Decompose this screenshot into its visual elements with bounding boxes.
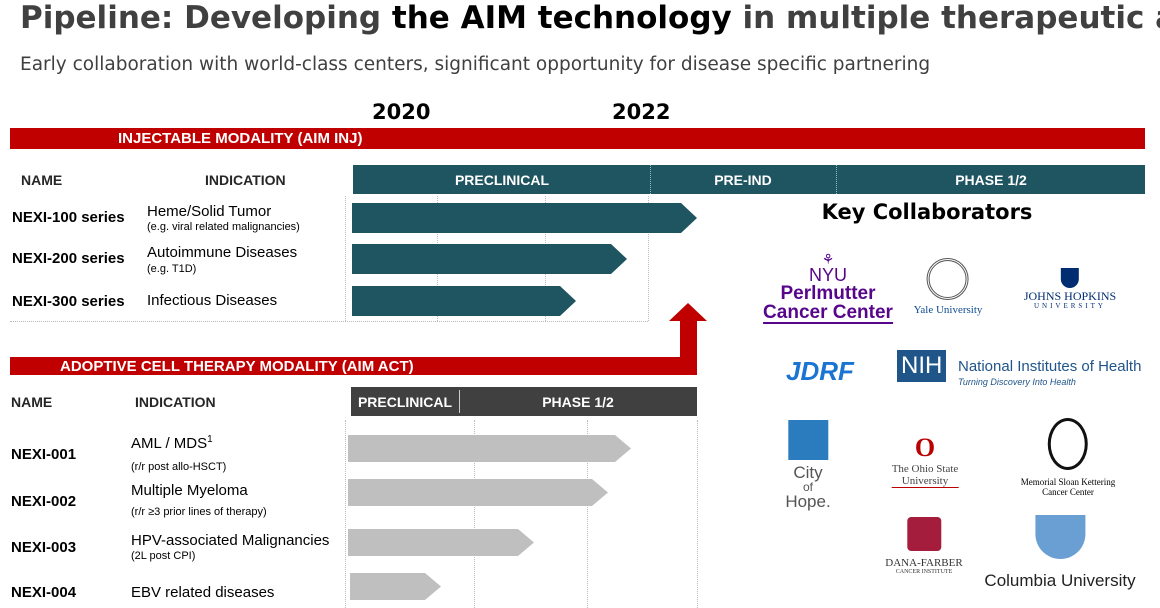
indication: AML / MDS1	[131, 434, 213, 452]
grid	[587, 420, 588, 608]
indication: HPV-associated Malignancies	[131, 532, 330, 549]
grid	[10, 321, 648, 322]
logo-text: NYU	[808, 265, 848, 285]
logo-text: CANCER INSTITUTE	[895, 569, 953, 576]
indication: Infectious Diseases	[147, 292, 278, 309]
subtitle: Early collaboration with world-class cen…	[20, 54, 931, 75]
grid	[345, 420, 346, 608]
section-header: INJECTABLE MODALITY (AIM INJ)	[118, 130, 363, 147]
logo-dfci: DANA-FARBER CANCER INSTITUTE	[885, 517, 963, 576]
logo-nih: NIH National Institutes of Health Turnin…	[897, 350, 1141, 387]
indication-note: (r/r ≥3 prior lines of therapy)	[131, 506, 267, 518]
indication-note: (e.g. viral related malignancies)	[147, 221, 300, 233]
section-header: ADOPTIVE CELL THERAPY MODALITY (AIM ACT)	[60, 358, 414, 375]
progress-bar	[348, 529, 534, 556]
progress-bar	[348, 479, 608, 506]
logo-text: Yale University	[913, 304, 983, 316]
progress-bar	[352, 286, 576, 316]
logo-text: Memorial Sloan Kettering	[1020, 477, 1116, 487]
logo-jdrf: JDRF	[786, 356, 854, 386]
indication: Autoimmune Diseases	[147, 244, 298, 261]
divider	[459, 390, 460, 413]
logo-text: of	[802, 480, 813, 494]
program-name: NEXI-004	[11, 584, 77, 601]
program-name: NEXI-100 series	[12, 209, 125, 226]
progress-bar	[348, 435, 631, 462]
footnote: 1	[207, 434, 213, 445]
logo-text: NIH	[897, 350, 947, 382]
logo-text: DANA-FARBER	[885, 557, 963, 569]
indication-note: (e.g. T1D)	[147, 263, 197, 275]
phase-label: PRE-IND	[714, 172, 772, 188]
logo-text: Hope.	[785, 492, 831, 511]
title: Pipeline: Developing the AIM technology …	[20, 0, 1160, 36]
logo-text: Columbia University	[984, 571, 1136, 590]
program-name: NEXI-003	[11, 539, 77, 556]
section-bar	[10, 128, 1145, 149]
logo-text: Perlmutter	[780, 283, 876, 304]
grid	[474, 420, 475, 608]
column-header: INDICATION	[135, 394, 216, 410]
progress-bar	[352, 203, 697, 233]
logo-text: Cancer Center	[763, 302, 893, 324]
indication: Multiple Myeloma	[131, 482, 248, 499]
divider	[836, 165, 837, 194]
column-header: NAME	[21, 172, 63, 188]
collaborators-title: Key Collaborators	[821, 200, 1033, 224]
year: 2020	[372, 100, 431, 124]
program-name: NEXI-002	[11, 493, 77, 510]
progress-bar	[350, 573, 441, 600]
progress-bar	[352, 244, 627, 274]
year: 2022	[612, 100, 671, 124]
logo-text: National Institutes of Health	[958, 358, 1142, 375]
logo-mskcc: Memorial Sloan Kettering Cancer Center	[1021, 418, 1115, 498]
connector-arrow	[669, 303, 707, 375]
logo-yale: Yale University	[913, 258, 983, 316]
divider	[650, 165, 651, 194]
indication-note: (2L post CPI)	[131, 550, 196, 562]
phase-bar	[353, 165, 1145, 194]
phase-label: PRECLINICAL	[454, 172, 550, 188]
indication: EBV related diseases	[131, 584, 275, 601]
title-lead: Pipeline: Developing	[20, 0, 392, 36]
logo-jhu: JOHNS HOPKINS UNIVERSITY	[1024, 268, 1116, 311]
program-name: NEXI-300 series	[12, 293, 125, 310]
logo-text: Turning Discovery Into Health	[958, 377, 1076, 387]
logo-text: UNIVERSITY	[1033, 302, 1106, 311]
column-header: NAME	[11, 394, 53, 410]
indication: Heme/Solid Tumor	[147, 203, 272, 220]
title-emphasis: the AIM technology	[391, 0, 732, 36]
indication-note: (r/r post allo-HSCT)	[131, 461, 227, 473]
phase-bar	[351, 387, 697, 416]
grid	[345, 196, 346, 321]
grid	[648, 196, 649, 321]
phase-label: PHASE 1/2	[955, 172, 1027, 188]
program-name: NEXI-001	[11, 446, 77, 463]
logo-osu: O The Ohio State University	[891, 433, 959, 488]
logo-text: The Ohio State	[891, 462, 959, 475]
logo-text: JOHNS HOPKINS	[1023, 289, 1117, 303]
indication-text: AML / MDS	[131, 435, 208, 452]
phase-label: PRECLINICAL	[357, 394, 453, 410]
grid	[697, 420, 698, 608]
section-bar	[10, 357, 697, 375]
logo-text: Cancer Center	[1042, 486, 1094, 497]
logo-nyu: ⚘ NYU Perlmutter Cancer Center	[763, 251, 893, 324]
title-tail: in multiple therapeutic areas	[742, 0, 1160, 36]
logo-text: City	[793, 463, 823, 482]
logo-coh: City of Hope.	[785, 420, 831, 511]
program-name: NEXI-200 series	[12, 250, 125, 267]
phase-label: PHASE 1/2	[542, 394, 614, 410]
column-header: INDICATION	[205, 172, 286, 188]
logo-columbia: Columbia University	[984, 515, 1136, 591]
logo-text: University	[891, 475, 959, 488]
